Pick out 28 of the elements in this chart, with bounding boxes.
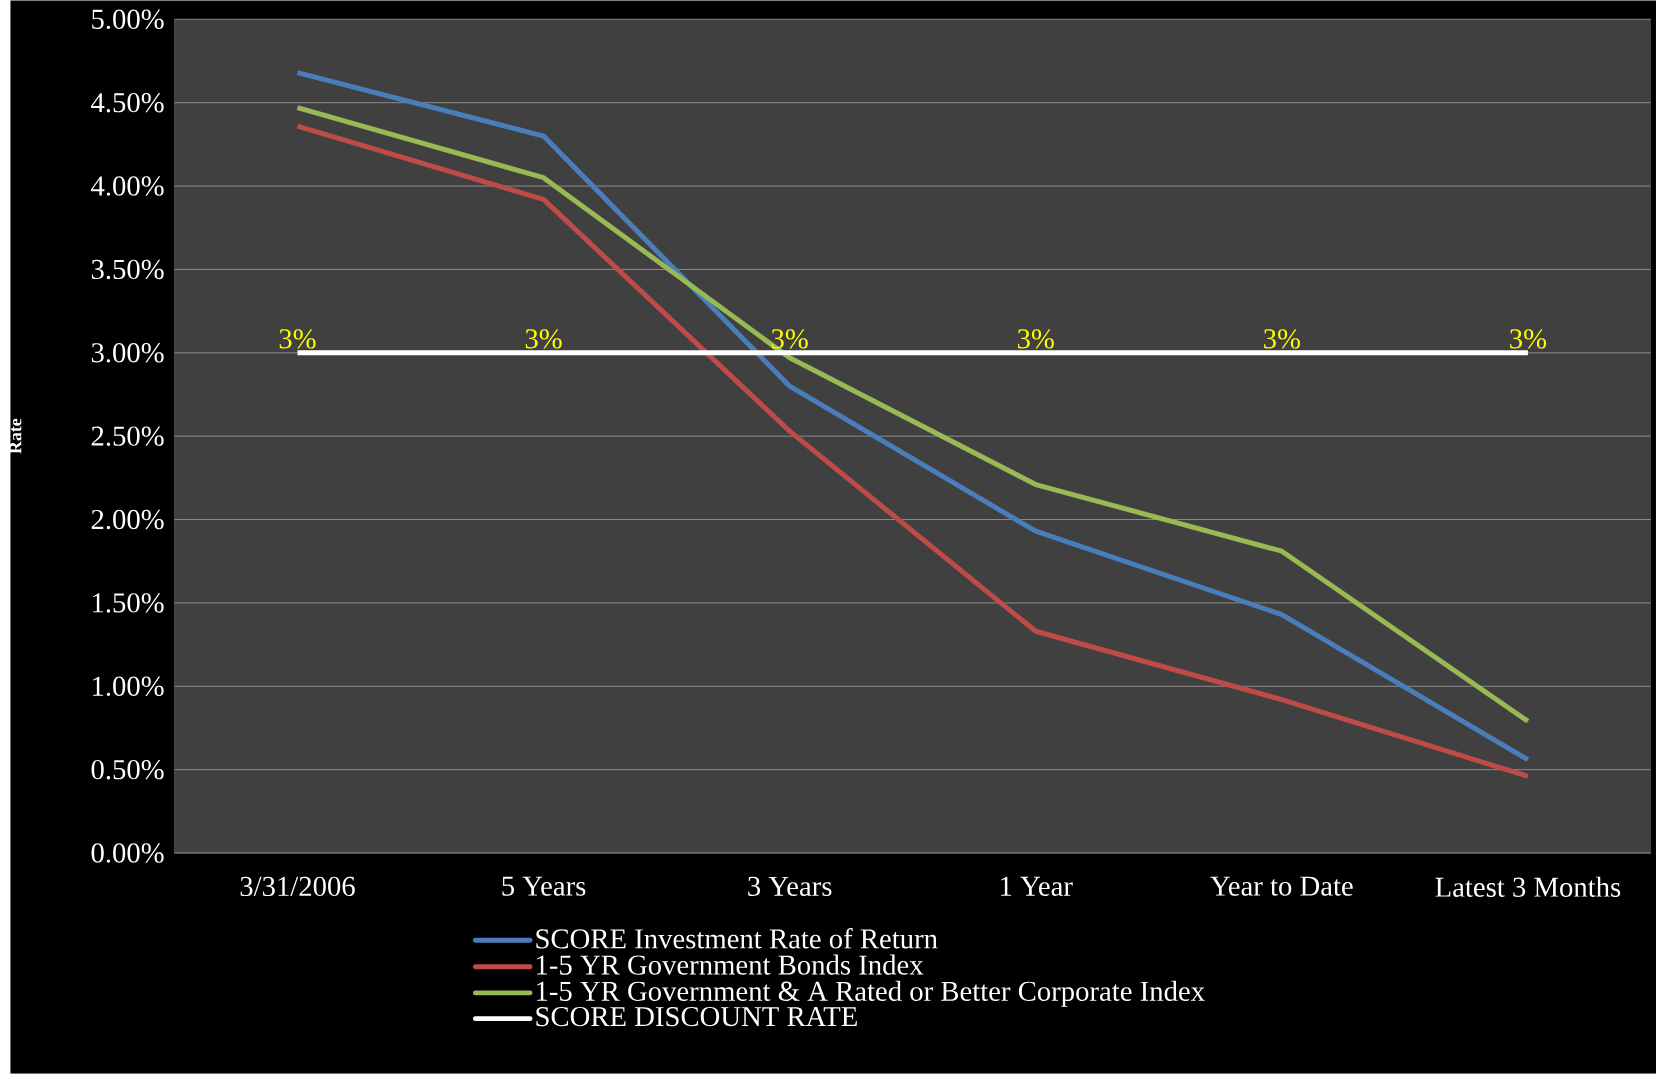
legend-label: 1-5 YR Government Bonds Index: [537, 954, 924, 975]
data-label: 3%: [279, 329, 316, 349]
y-tick-label: 0.50%: [91, 760, 164, 780]
y-tick-label: 5.00%: [92, 9, 164, 30]
y-tick-label: 2.50%: [91, 426, 164, 447]
y-tick-label: 0.00%: [91, 843, 164, 863]
x-tick-label: Year to Date: [1210, 876, 1353, 896]
data-label: 3%: [525, 329, 562, 349]
data-label: 3%: [771, 329, 808, 349]
legend-label: SCORE DISCOUNT RATE: [536, 1007, 857, 1027]
x-tick-label: 3 Years: [748, 876, 832, 897]
x-tick-label: 3/31/2006: [240, 876, 355, 897]
x-tick-label: Latest 3 Months: [1435, 876, 1621, 898]
y-tick-label: 3.00%: [91, 343, 164, 363]
data-label: 3%: [1264, 329, 1300, 349]
data-label: 3%: [1017, 329, 1054, 349]
x-tick-label: 5 Years: [502, 876, 586, 896]
legend-label: SCORE Investment Rate of Return: [536, 928, 938, 949]
data-label: 3%: [1510, 329, 1547, 349]
legend-label: 1-5 YR Government & A Rated or Better Corporate Index: [537, 980, 1205, 1007]
y-tick-label: 3.50%: [91, 259, 164, 280]
y-tick-label: 4.50%: [91, 93, 164, 113]
y-tick-label: 4.00%: [91, 176, 164, 196]
x-tick-label: 1 Year: [1001, 876, 1073, 897]
y-tick-label: 1.50%: [93, 593, 164, 613]
y-tick-label: 2.00%: [91, 509, 164, 530]
y-tick-label: 1.00%: [93, 676, 164, 697]
y-axis-title: Rate: [9, 419, 22, 454]
